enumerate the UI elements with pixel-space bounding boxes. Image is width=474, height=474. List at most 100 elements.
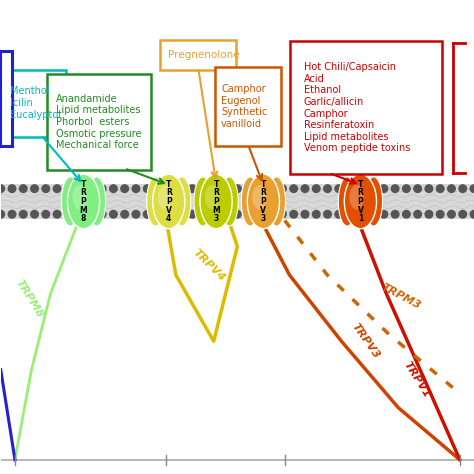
Circle shape [301,210,309,218]
FancyBboxPatch shape [4,70,66,137]
Bar [1,184,474,219]
Circle shape [369,185,376,192]
Circle shape [279,185,286,192]
Circle shape [234,185,241,192]
Circle shape [200,210,207,218]
Circle shape [312,185,320,192]
Ellipse shape [200,174,232,229]
Ellipse shape [241,177,259,226]
Text: TRPV3: TRPV3 [349,322,381,361]
Circle shape [42,210,50,218]
Circle shape [132,210,140,218]
Circle shape [380,210,388,218]
Circle shape [267,210,275,218]
Circle shape [312,210,320,218]
Ellipse shape [268,177,285,226]
Text: TRPV4: TRPV4 [191,247,227,283]
Text: TRPM8: TRPM8 [13,278,45,319]
Circle shape [414,185,421,192]
Circle shape [87,185,95,192]
Ellipse shape [220,177,238,226]
Circle shape [470,210,474,218]
Circle shape [132,185,140,192]
Ellipse shape [344,174,376,229]
Text: TRPV1: TRPV1 [402,359,432,399]
Circle shape [121,210,128,218]
Ellipse shape [88,177,106,226]
Ellipse shape [173,177,191,226]
Circle shape [392,210,399,218]
Circle shape [166,210,173,218]
Circle shape [155,210,162,218]
Circle shape [121,185,128,192]
Circle shape [357,185,365,192]
Circle shape [402,210,410,218]
Circle shape [8,185,16,192]
Circle shape [166,185,173,192]
Circle shape [301,185,309,192]
Circle shape [211,185,219,192]
Circle shape [470,185,474,192]
Circle shape [290,185,298,192]
Circle shape [267,185,275,192]
Ellipse shape [338,177,356,226]
Ellipse shape [67,174,100,229]
Circle shape [31,185,38,192]
Circle shape [392,185,399,192]
Circle shape [380,185,388,192]
Circle shape [19,185,27,192]
Circle shape [324,210,331,218]
Circle shape [245,185,253,192]
Circle shape [177,210,185,218]
Circle shape [425,185,433,192]
Circle shape [31,210,38,218]
Ellipse shape [73,185,87,210]
Text: T
R
P
M
3: T R P M 3 [212,180,220,223]
Circle shape [177,185,185,192]
Circle shape [346,210,354,218]
Circle shape [0,210,5,218]
Circle shape [346,185,354,192]
Circle shape [144,185,151,192]
Circle shape [155,185,162,192]
Circle shape [256,185,264,192]
Circle shape [109,210,117,218]
Circle shape [447,185,455,192]
Circle shape [211,210,219,218]
Circle shape [0,185,5,192]
Circle shape [19,210,27,218]
Circle shape [189,185,196,192]
Ellipse shape [194,177,212,226]
Circle shape [425,210,433,218]
Ellipse shape [247,174,280,229]
Circle shape [414,210,421,218]
Circle shape [447,210,455,218]
Text: Camphor
Eugenol
Synthetic
vanilloid: Camphor Eugenol Synthetic vanilloid [221,84,267,129]
Circle shape [335,210,343,218]
Ellipse shape [252,185,267,210]
Text: T
R
P
M
8: T R P M 8 [80,180,87,223]
FancyBboxPatch shape [0,51,12,146]
Circle shape [109,185,117,192]
Circle shape [459,210,466,218]
Text: Hot Chili/Capsaicin
Acid
Ethanol
Garlic/allicin
Camphor
Resinferatoxin
Lipid met: Hot Chili/Capsaicin Acid Ethanol Garlic/… [304,62,410,154]
Circle shape [64,185,72,192]
Circle shape [234,210,241,218]
Circle shape [53,185,61,192]
Text: Anandamide
Lipid metabolites
Phorbol  esters
Osmotic pressure
Mechanical force: Anandamide Lipid metabolites Phorbol est… [56,94,142,150]
Text: T
R
P
V
1: T R P V 1 [357,180,364,223]
Circle shape [324,185,331,192]
Text: TRPM3: TRPM3 [379,282,422,311]
Text: T
R
P
V
3: T R P V 3 [260,180,266,223]
FancyBboxPatch shape [46,74,151,170]
Circle shape [459,185,466,192]
Circle shape [335,185,343,192]
Circle shape [222,210,230,218]
Circle shape [437,210,444,218]
Text: Menthol
Icilin
Eucalyptol: Menthol Icilin Eucalyptol [10,86,61,120]
Circle shape [42,185,50,192]
Ellipse shape [158,185,172,210]
Circle shape [8,210,16,218]
Text: Pregnenolone: Pregnenolone [167,50,239,60]
FancyBboxPatch shape [215,67,282,146]
